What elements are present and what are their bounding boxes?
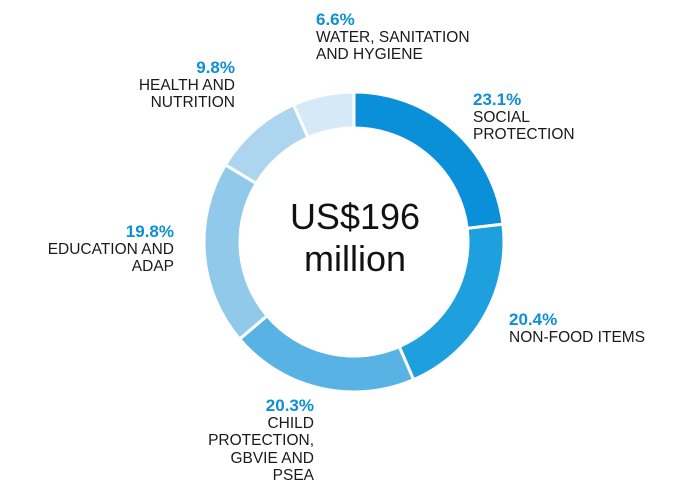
category-label: EDUCATION AND ADAP	[47, 241, 174, 276]
percent-label: 23.1%	[473, 90, 522, 109]
percent-label: 20.3%	[265, 396, 314, 415]
label-education: 19.8% EDUCATION AND ADAP	[10, 222, 174, 276]
label-health-nutrition: 9.8% HEALTH AND NUTRITION	[100, 58, 235, 112]
category-label: WATER, SANITATION AND HYGIENE	[316, 29, 470, 64]
category-label: HEALTH AND NUTRITION	[138, 77, 235, 112]
percent-label: 6.6%	[316, 10, 355, 29]
label-water-sanitation: 6.6% WATER, SANITATION AND HYGIENE	[316, 10, 470, 64]
percent-label: 20.4%	[509, 310, 558, 329]
center-total-label: US$196 million	[289, 196, 421, 280]
slice-water-sanitation	[291, 90, 356, 140]
percent-label: 19.8%	[125, 222, 174, 241]
percent-label: 9.8%	[196, 58, 235, 77]
slice-health-nutrition	[223, 102, 311, 186]
label-social-protection: 23.1% SOCIAL PROTECTION	[473, 90, 575, 144]
category-label: SOCIAL PROTECTION	[473, 109, 575, 144]
slice-child-protection	[237, 313, 416, 394]
label-child-protection: 20.3% CHILD PROTECTION, GBVIE AND PSEA	[120, 396, 314, 484]
category-label: CHILD PROTECTION, GBVIE AND PSEA	[208, 415, 314, 485]
category-label: NON-FOOD ITEMS	[509, 329, 646, 347]
label-non-food-items: 20.4% NON-FOOD ITEMS	[509, 310, 645, 346]
